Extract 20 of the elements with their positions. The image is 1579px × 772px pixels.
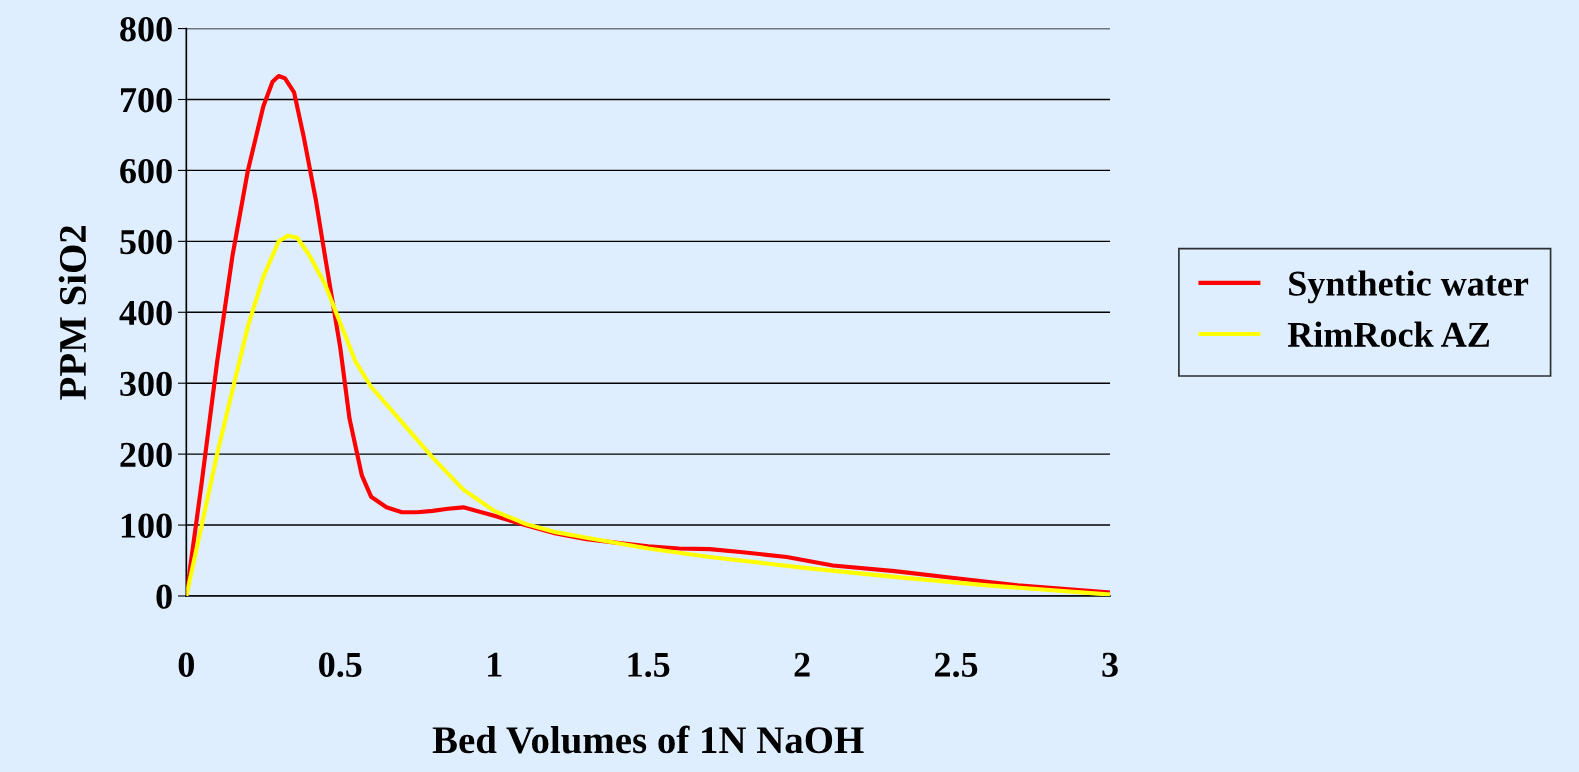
y-tick-label: 500 <box>120 229 172 255</box>
y-tick-label: 400 <box>119 300 172 326</box>
y-tick-label: 700 <box>121 88 172 113</box>
x-tick-label: 3 <box>1102 652 1118 677</box>
x-tick-label: 0.5 <box>319 652 362 678</box>
y-tick-label: 0 <box>156 584 172 609</box>
y-axis-title: PPM SiO2 <box>58 225 87 400</box>
x-tick-label: 2 <box>794 652 810 677</box>
legend-label: Synthetic water <box>1289 270 1529 304</box>
x-axis-title: Bed Volumes of 1N NaOH <box>432 725 864 754</box>
x-tick-label: 1.5 <box>628 652 670 678</box>
y-tick-label: 200 <box>120 442 172 468</box>
y-tick-label: 800 <box>120 17 172 42</box>
x-tick-label: 0 <box>178 652 194 677</box>
y-tick-label: 100 <box>121 513 172 538</box>
x-tick-label: 1 <box>488 652 502 677</box>
y-tick-label: 600 <box>120 158 172 184</box>
legend-label: RimRock AZ <box>1287 321 1490 347</box>
y-tick-label: 300 <box>120 371 172 397</box>
x-tick-label: 2.5 <box>935 652 978 678</box>
